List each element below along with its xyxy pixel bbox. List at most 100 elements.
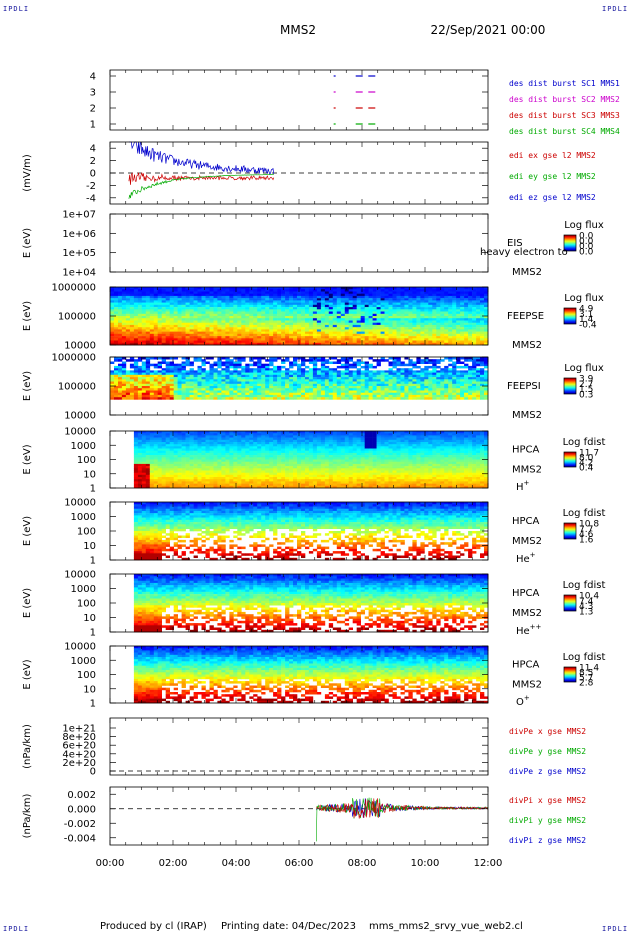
spectrogram-cell [185,483,190,487]
spectrogram-cell [293,293,298,297]
spectrogram-cell [400,392,405,396]
spectrogram-cell [416,300,421,303]
spectrogram-cell [185,307,190,310]
spectrogram-cell [305,374,310,378]
spectrogram-cell [213,390,218,393]
spectrogram-cell [472,383,477,387]
spectrogram-cell [169,300,174,303]
spectrogram-cell [269,357,274,360]
spectrogram-cell [424,336,429,339]
spectrogram-cell [484,302,489,306]
spectrogram-cell [285,374,290,378]
spectrogram-cell [141,481,147,484]
spectrogram-cell [376,291,381,294]
spectrogram-cell [344,327,350,330]
spectrogram-cell [472,320,477,323]
spectrogram-cell [348,342,353,346]
spectrogram-cell [372,309,377,312]
spectrogram-cell [400,329,405,332]
spectrogram-cell [261,309,266,312]
spectrogram-cell [301,361,306,364]
spectrogram-cell [177,455,182,458]
spectrogram-cell [344,311,350,314]
spectrogram-cell [173,448,178,451]
spectrogram-cell [432,365,437,369]
spectrogram-cell [308,311,314,314]
spectrogram-cell [133,379,139,382]
spectrogram-cell [217,388,222,391]
spectrogram-cell [281,365,286,369]
spectrogram-cell [133,311,139,314]
spectrogram-cell [173,379,178,382]
spectrogram-cell [352,291,357,294]
spectrogram-cell [118,298,123,301]
spectrogram-cell [261,357,266,360]
spectrogram-cell [114,390,119,393]
spectrogram-cell [332,295,338,299]
spectrogram-cell [145,394,151,398]
spectrogram-cell [153,304,159,308]
spectrogram-cell [308,291,314,294]
spectrogram-cell [145,472,151,476]
spectrogram-cell [396,295,401,299]
spectrogram-cell [265,298,270,301]
spectrogram-cell [201,333,206,337]
spectrogram-cell [137,386,143,389]
spectrogram-cell [320,304,326,308]
spectrogram-cell [269,394,274,398]
spectrogram-cell [285,304,290,308]
spectrogram-cell [189,386,194,389]
spectrogram-cell [400,304,405,308]
spectrogram-cell [157,435,162,438]
spectrogram-cell [372,381,377,384]
spectrogram-cell [253,287,258,290]
spectrogram-cell [368,287,373,290]
spectrogram-cell [197,318,202,321]
spectrogram-cell [328,361,334,364]
spectrogram-cell [416,381,421,384]
spectrogram-cell [197,309,202,312]
spectrogram-cell [173,340,178,343]
spectrogram-cell [133,470,139,473]
spectrogram-cell [289,318,294,321]
spectrogram-cell [118,390,123,393]
spectrogram-cell [324,370,330,373]
spectrogram-cell [141,363,147,367]
spectrogram-cell [129,379,135,382]
spectrogram-cell [380,311,385,314]
spectrogram-cell [384,388,389,391]
spectrogram-cell [376,298,381,301]
spectrogram-cell [285,333,290,337]
spectrogram-cell [316,322,322,326]
spectrogram-cell [157,459,162,462]
panel-frame [109,69,489,131]
spectrogram-cell [241,329,246,332]
spectrogram-cell [153,295,159,299]
spectrogram-cell [165,466,170,469]
spectrogram-cell [269,304,274,308]
spectrogram-cell [308,338,314,341]
spectrogram-cell [484,287,489,290]
spectrogram-cell [185,302,190,306]
spectrogram-cell [372,383,377,387]
spectrogram-cell [384,329,389,332]
spectrogram-cell [352,394,357,398]
spectrogram-cell [332,336,338,339]
spectrogram-cell [344,324,350,328]
spectrogram-cell [352,370,357,373]
spectrogram-cell [404,287,409,290]
spectrogram-cell [360,361,365,364]
spectrogram-cell [285,377,290,380]
spectrogram-cell [320,291,326,294]
spectrogram-cell [221,295,226,299]
spectrogram-cell [388,331,393,335]
spectrogram-cell [468,379,473,382]
spectrogram-cell [221,331,226,335]
spectrogram-cell [197,383,202,387]
spectrogram-cell [384,327,389,330]
spectrogram-cell [368,363,373,367]
spectrogram-cell [301,333,306,337]
spectrogram-cell [340,390,346,393]
spectrogram-cell [118,324,123,328]
spectrogram-cell [340,357,346,360]
